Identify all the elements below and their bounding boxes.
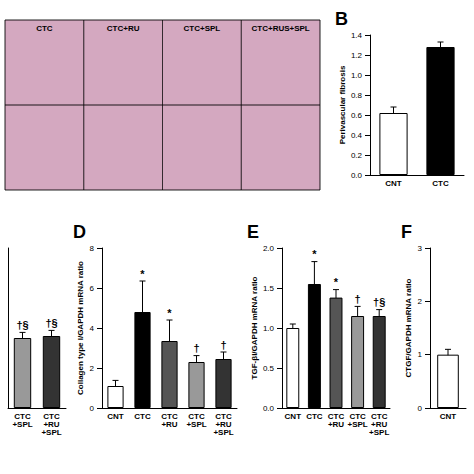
- svg-text:0.4: 0.4: [351, 131, 363, 140]
- svg-text:E: E: [247, 222, 259, 242]
- svg-text:2: 2: [418, 297, 423, 306]
- svg-text:CTC: CTC: [43, 411, 60, 421]
- svg-text:1.0: 1.0: [351, 71, 363, 80]
- svg-text:0.8: 0.8: [351, 91, 363, 100]
- svg-text:CTC: CTC: [306, 412, 323, 421]
- svg-text:†§: †§: [373, 296, 385, 308]
- svg-text:+SPL: +SPL: [213, 428, 233, 437]
- svg-text:+SPL: +SPL: [186, 420, 206, 429]
- svg-text:8: 8: [90, 244, 95, 253]
- svg-text:+SPL: +SPL: [347, 420, 367, 429]
- svg-text:CTC: CTC: [36, 24, 53, 33]
- svg-text:CNT: CNT: [385, 179, 402, 188]
- svg-text:0: 0: [418, 404, 423, 413]
- svg-text:CTC: CTC: [349, 411, 366, 421]
- svg-text:*: *: [140, 268, 145, 280]
- svg-text:TGF-βI/GAPDH mRNA ratio: TGF-βI/GAPDH mRNA ratio: [250, 276, 259, 379]
- svg-text:CTC+RUS+SPL: CTC+RUS+SPL: [252, 24, 310, 33]
- svg-text:0.2: 0.2: [351, 151, 363, 160]
- svg-text:+SPL: +SPL: [12, 420, 32, 429]
- svg-text:CTC: CTC: [188, 411, 205, 421]
- svg-text:1.5: 1.5: [263, 284, 275, 293]
- svg-text:*: *: [167, 307, 172, 319]
- svg-text:CTC: CTC: [161, 411, 178, 421]
- svg-text:F: F: [401, 222, 412, 242]
- svg-text:*: *: [334, 276, 339, 288]
- svg-text:+RU: +RU: [43, 419, 60, 429]
- svg-text:Collagen type I/GAPDH mRNA rat: Collagen type I/GAPDH mRNA ratio: [76, 261, 85, 395]
- svg-text:CTC+RU: CTC+RU: [107, 24, 140, 33]
- svg-text:CTC: CTC: [14, 411, 31, 421]
- svg-text:+RU: +RU: [371, 419, 388, 429]
- svg-text:+SPL: +SPL: [369, 428, 389, 437]
- svg-text:+RU: +RU: [161, 420, 177, 429]
- svg-text:CTC: CTC: [371, 411, 388, 421]
- svg-text:†: †: [220, 339, 226, 351]
- svg-text:CTC: CTC: [134, 412, 151, 421]
- svg-text:CTGF/GAPDH mRNA ratio: CTGF/GAPDH mRNA ratio: [404, 278, 413, 377]
- svg-text:0.0: 0.0: [263, 404, 275, 413]
- svg-text:1.0: 1.0: [263, 324, 275, 333]
- svg-text:1.4: 1.4: [351, 31, 363, 40]
- svg-text:1: 1: [418, 350, 423, 359]
- svg-text:+RU: +RU: [328, 420, 344, 429]
- svg-text:D: D: [73, 222, 86, 242]
- svg-text:†: †: [355, 293, 361, 305]
- svg-text:CTC: CTC: [215, 411, 232, 421]
- svg-text:1.2: 1.2: [351, 51, 363, 60]
- svg-text:CTC: CTC: [432, 179, 449, 188]
- svg-text:B: B: [335, 9, 348, 29]
- svg-text:6: 6: [90, 284, 95, 293]
- svg-text:*: *: [312, 248, 317, 260]
- svg-text:Perivascular fibrosis: Perivascular fibrosis: [338, 65, 347, 144]
- svg-text:CTC+SPL: CTC+SPL: [184, 24, 221, 33]
- svg-text:3: 3: [418, 244, 423, 253]
- svg-text:0.6: 0.6: [351, 111, 363, 120]
- svg-text:CNT: CNT: [440, 412, 457, 421]
- svg-text:CTC: CTC: [327, 411, 345, 421]
- svg-text:0.0: 0.0: [351, 171, 363, 180]
- svg-text:2: 2: [90, 364, 95, 373]
- svg-text:CNT: CNT: [107, 412, 124, 421]
- svg-text:CNT: CNT: [285, 412, 302, 421]
- svg-text:†§: †§: [16, 319, 28, 331]
- svg-text:†: †: [193, 342, 199, 354]
- svg-text:0.5: 0.5: [263, 364, 275, 373]
- svg-text:+SPL: +SPL: [41, 428, 61, 437]
- svg-text:4: 4: [90, 324, 95, 333]
- svg-text:0: 0: [90, 404, 95, 413]
- svg-text:2.0: 2.0: [263, 244, 275, 253]
- svg-text:†§: †§: [45, 317, 57, 329]
- svg-text:+RU: +RU: [215, 419, 232, 429]
